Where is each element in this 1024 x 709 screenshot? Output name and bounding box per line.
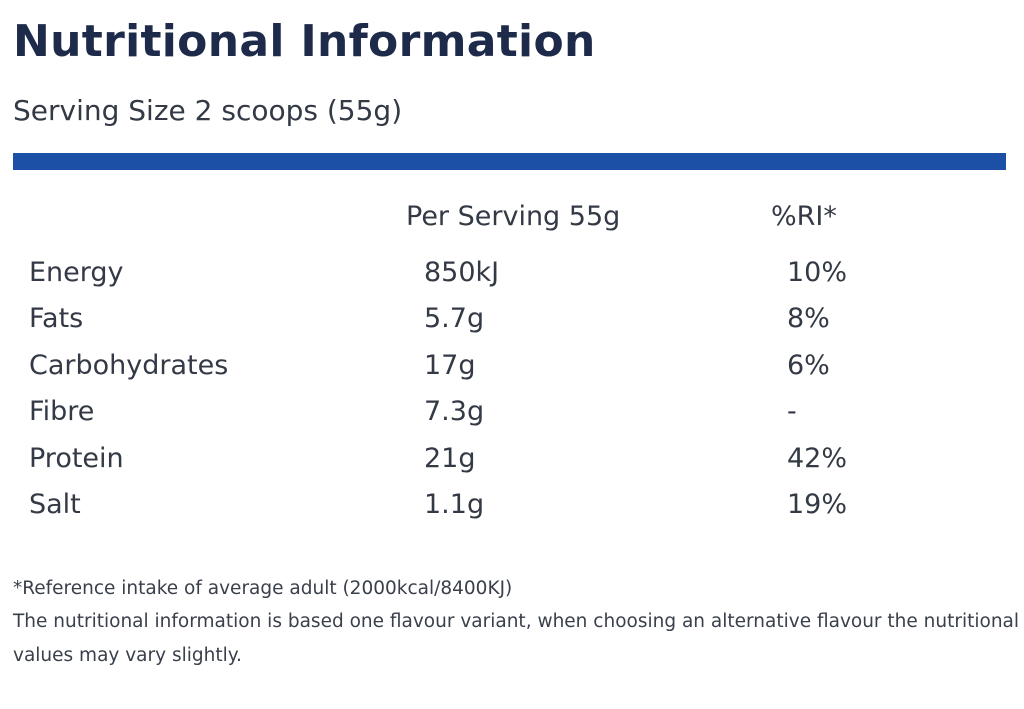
nutrient-amount: 21g — [424, 443, 476, 474]
nutrient-ri: 42% — [787, 443, 848, 474]
nutrient-amount: 17g — [424, 350, 476, 381]
nutrient-name: Energy — [29, 257, 124, 288]
nutrient-name: Fats — [29, 303, 84, 334]
nutrient-ri: - — [787, 396, 797, 427]
nutrient-name: Carbohydrates — [29, 350, 229, 381]
table-row: Carbohydrates 17g 6% — [0, 350, 1024, 390]
nutrient-amount: 5.7g — [424, 303, 485, 334]
table-row: Salt 1.1g 19% — [0, 489, 1024, 529]
reference-intake-note: *Reference intake of average adult (2000… — [13, 578, 513, 599]
header-ri: %RI* — [771, 201, 837, 232]
serving-size: Serving Size 2 scoops (55g) — [13, 94, 403, 127]
page-title: Nutritional Information — [13, 16, 596, 67]
nutrient-ri: 8% — [787, 303, 830, 334]
nutrient-amount: 850kJ — [424, 257, 500, 288]
nutrient-name: Salt — [29, 489, 81, 520]
nutrient-ri: 10% — [787, 257, 848, 288]
table-row: Fibre 7.3g - — [0, 396, 1024, 436]
nutrient-amount: 7.3g — [424, 396, 485, 427]
nutrient-name: Protein — [29, 443, 124, 474]
disclaimer-line-2: values may vary slightly. — [13, 645, 242, 666]
table-row: Fats 5.7g 8% — [0, 303, 1024, 343]
accent-divider — [13, 153, 1006, 170]
nutrient-ri: 6% — [787, 350, 830, 381]
table-row: Energy 850kJ 10% — [0, 257, 1024, 297]
nutrient-ri: 19% — [787, 489, 848, 520]
disclaimer-line-1: The nutritional information is based one… — [13, 611, 1020, 632]
nutrient-amount: 1.1g — [424, 489, 485, 520]
header-per-serving: Per Serving 55g — [406, 201, 621, 232]
table-row: Protein 21g 42% — [0, 443, 1024, 483]
nutrient-name: Fibre — [29, 396, 95, 427]
